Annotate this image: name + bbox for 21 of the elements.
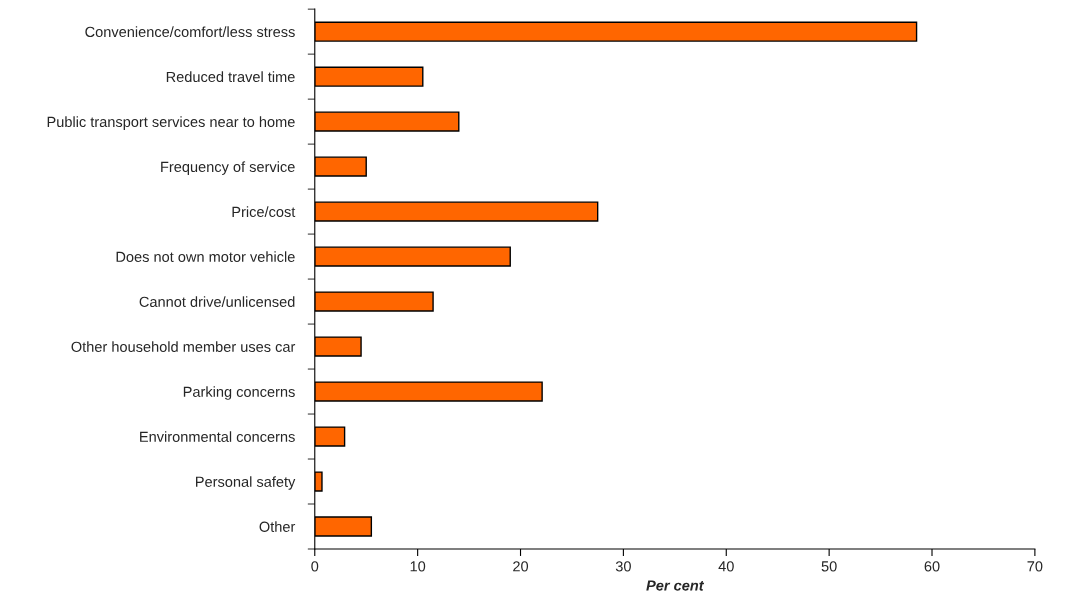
x-tick-label: 60: [924, 561, 940, 572]
y-tick-label: Price/cost: [232, 206, 296, 218]
y-tick-label: Parking concerns: [183, 386, 295, 400]
y-tick-label: Cannot drive/unlicensed: [139, 296, 295, 307]
x-tick-label: 70: [1027, 561, 1043, 572]
x-tick-label: 0: [311, 561, 319, 572]
y-tick-label: Public transport services near to home: [47, 116, 295, 130]
y-tick-label: Reduced travel time: [166, 71, 295, 83]
y-tick-label: Other: [259, 521, 296, 532]
x-axis-title: Per cent: [646, 580, 705, 591]
x-tick-label: 30: [615, 561, 631, 572]
y-tick-label: Other household member uses car: [71, 341, 296, 352]
y-tick-label: Does not own motor vehicle: [116, 251, 295, 263]
y-tick-label: Environmental concerns: [140, 431, 295, 442]
x-tick-label: 20: [513, 561, 529, 572]
y-tick-label: Convenience/comfort/less stress: [85, 26, 295, 38]
x-tick-label: 40: [718, 561, 734, 572]
x-tick-label: 50: [821, 561, 837, 572]
y-tick-label: Frequency of service: [161, 161, 295, 175]
x-tick-label: 10: [410, 561, 426, 572]
y-tick-label: Personal safety: [196, 476, 296, 490]
